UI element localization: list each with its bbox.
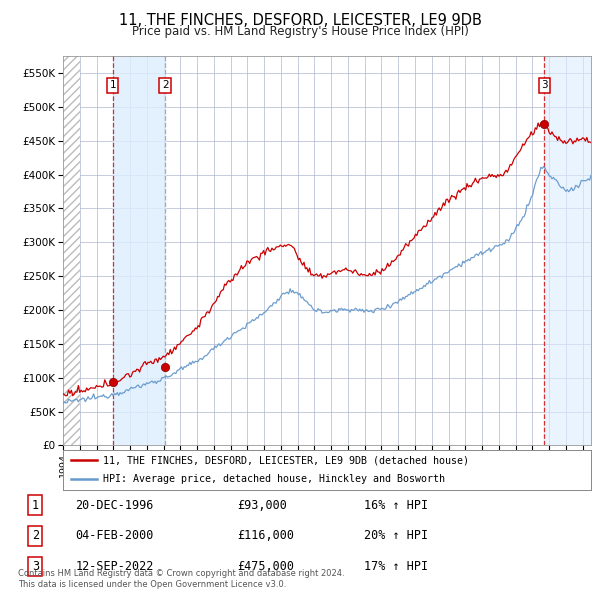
Text: 16% ↑ HPI: 16% ↑ HPI	[364, 499, 428, 512]
Bar	[544, 56, 591, 445]
Text: 11, THE FINCHES, DESFORD, LEICESTER, LE9 9DB: 11, THE FINCHES, DESFORD, LEICESTER, LE9…	[119, 13, 481, 28]
Text: 3: 3	[32, 560, 39, 573]
Text: 1: 1	[32, 499, 39, 512]
Text: £116,000: £116,000	[237, 529, 294, 542]
Text: HPI: Average price, detached house, Hinckley and Bosworth: HPI: Average price, detached house, Hinc…	[103, 474, 445, 484]
Text: 20-DEC-1996: 20-DEC-1996	[76, 499, 154, 512]
Text: 04-FEB-2000: 04-FEB-2000	[76, 529, 154, 542]
Text: 3: 3	[541, 80, 548, 90]
Text: 1: 1	[109, 80, 116, 90]
Text: £93,000: £93,000	[237, 499, 287, 512]
Text: 11, THE FINCHES, DESFORD, LEICESTER, LE9 9DB (detached house): 11, THE FINCHES, DESFORD, LEICESTER, LE9…	[103, 455, 469, 465]
Text: £475,000: £475,000	[237, 560, 294, 573]
Text: 2: 2	[162, 80, 169, 90]
Text: 2: 2	[32, 529, 39, 542]
Text: 20% ↑ HPI: 20% ↑ HPI	[364, 529, 428, 542]
Bar	[113, 56, 165, 445]
Text: Price paid vs. HM Land Registry's House Price Index (HPI): Price paid vs. HM Land Registry's House …	[131, 25, 469, 38]
Text: Contains HM Land Registry data © Crown copyright and database right 2024.
This d: Contains HM Land Registry data © Crown c…	[18, 569, 344, 589]
Bar	[63, 56, 80, 445]
Text: 17% ↑ HPI: 17% ↑ HPI	[364, 560, 428, 573]
Text: 12-SEP-2022: 12-SEP-2022	[76, 560, 154, 573]
